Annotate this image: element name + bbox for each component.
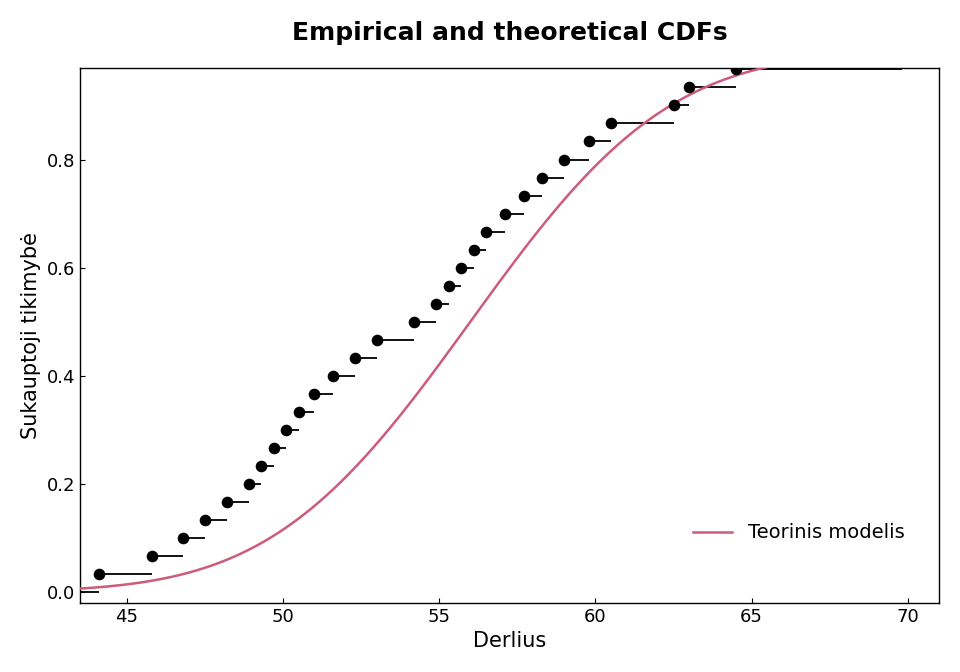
Point xyxy=(478,226,493,237)
Point xyxy=(197,515,212,526)
Point xyxy=(682,82,697,93)
Point xyxy=(369,334,384,345)
Point xyxy=(306,388,322,399)
Point xyxy=(144,550,159,561)
Title: Empirical and theoretical CDFs: Empirical and theoretical CDFs xyxy=(292,21,728,45)
Point xyxy=(516,190,531,201)
Point xyxy=(266,442,281,453)
Point xyxy=(466,244,481,255)
Point xyxy=(453,262,468,273)
Y-axis label: Sukauptoji tikimybė: Sukauptoji tikimybė xyxy=(21,232,41,439)
Point xyxy=(241,478,256,489)
Point xyxy=(497,208,513,219)
Point xyxy=(666,100,682,111)
Point xyxy=(441,280,456,291)
Point xyxy=(428,298,444,309)
Point xyxy=(175,532,190,543)
Point xyxy=(535,172,550,183)
Point xyxy=(603,118,618,129)
Point xyxy=(325,370,341,381)
Point xyxy=(557,154,572,165)
Point xyxy=(582,136,597,147)
Point xyxy=(406,317,421,327)
Point xyxy=(729,64,744,75)
Legend: Teorinis modelis: Teorinis modelis xyxy=(685,515,912,550)
Point xyxy=(291,407,306,417)
Point xyxy=(253,460,269,471)
X-axis label: Derlius: Derlius xyxy=(473,631,546,651)
Point xyxy=(894,46,909,56)
Point xyxy=(219,497,234,507)
Point xyxy=(278,425,294,435)
Point xyxy=(348,352,363,363)
Point xyxy=(91,569,107,579)
